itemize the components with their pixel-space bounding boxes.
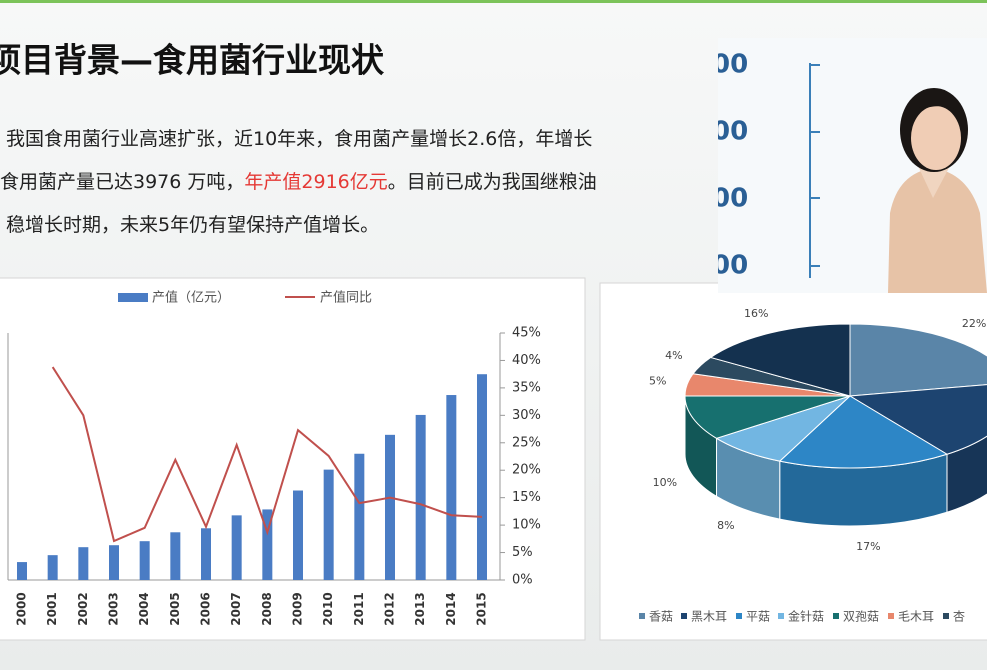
paragraph-line: 食用菌产量已达3976 万吨，年产值2916亿元。目前已成为我国继粮油 (0, 161, 718, 204)
bar (109, 545, 119, 580)
x-tick-label: 2015 (475, 592, 489, 625)
pie-chart: 22% 17% 8% 10% 5% 4% 16% 香菇 黑木耳 平菇 金针菇 双孢菇 毛木耳 杏 (639, 307, 987, 624)
legend-swatch (888, 613, 894, 619)
y2-tick-label: 5% (512, 545, 533, 560)
legend-label: 产值（亿元） (152, 290, 230, 306)
y2-tick-label: 0% (512, 573, 533, 588)
x-tick-label: 2014 (444, 592, 458, 625)
bar (446, 395, 457, 580)
combo-chart: 0% 5% 10% 15% 20% 25% 30% 35% 40% 45% 2000 2001 2002… (7, 290, 541, 626)
pie-slice (684, 395, 851, 439)
person-face (911, 106, 961, 170)
bar (323, 469, 334, 580)
x-tick-label: 2006 (199, 592, 213, 625)
video-label: 00 (718, 184, 748, 214)
x-tick-label: 2002 (76, 592, 90, 625)
y2-tick-label: 35% (512, 380, 541, 395)
video-label: 00 (718, 50, 748, 80)
bar (477, 374, 487, 580)
bar (231, 515, 242, 580)
x-tick-label: 2008 (260, 592, 274, 625)
x-tick-label: 2009 (291, 592, 305, 625)
bar (293, 490, 303, 580)
x-tick-label: 2007 (229, 592, 243, 625)
legend-label: 杏 (953, 610, 965, 624)
legend-label: 香菇 (649, 610, 673, 624)
legend-swatch (736, 613, 742, 619)
bar (385, 434, 395, 580)
legend-label: 平菇 (746, 610, 770, 624)
y2-tick-label: 25% (512, 435, 541, 450)
bar (17, 562, 27, 580)
legend-swatch (943, 613, 949, 619)
x-tick-label: 2011 (352, 592, 366, 625)
pie-slice (778, 395, 949, 469)
bar (262, 509, 273, 580)
paragraph-line: 稳增长时期，未来5年仍有望保持产值增长。 (0, 204, 718, 247)
y2-tick-label: 40% (512, 353, 541, 368)
data-label: 10% (653, 476, 677, 489)
data-label: 4% (665, 349, 682, 362)
bar (415, 414, 426, 580)
paragraph: 我国食用菌行业高速扩张，近10年来，食用菌产量增长2.6倍，年增长食用菌产量已达… (0, 118, 718, 247)
paragraph-line: 我国食用菌行业高速扩张，近10年来，食用菌产量增长2.6倍，年增长 (0, 118, 718, 161)
legend-label: 产值同比 (320, 290, 372, 306)
top-bar (0, 0, 987, 3)
pie-slice (849, 323, 987, 397)
data-label: 16% (744, 307, 768, 320)
legend-swatch (778, 613, 784, 619)
data-label: 22% (962, 317, 986, 330)
slide-title: 项目背景—食用菌行业现状 (0, 41, 385, 80)
pie-slice (848, 384, 987, 455)
pie-slice (709, 323, 851, 397)
legend-label: 双孢菇 (843, 610, 879, 624)
bar (170, 532, 181, 580)
text-run: 食用菌产量已达3976 万吨， (0, 171, 245, 193)
legend-label: 毛木耳 (898, 610, 934, 624)
x-tick-label: 2010 (321, 592, 335, 625)
x-tick-label: 2004 (137, 592, 151, 625)
data-label: 8% (717, 519, 734, 532)
y2-tick-label: 20% (512, 463, 541, 478)
video-label: 00 (718, 117, 748, 147)
video-labels: 00 00 00 00 (718, 50, 748, 281)
x-tick-label: 2001 (45, 592, 59, 625)
y2-tick-label: 10% (512, 518, 541, 533)
text-run: 。目前已成为我国继粮油 (387, 171, 597, 193)
legend-swatch (639, 613, 645, 619)
person-neck (918, 166, 950, 198)
legend-label: 黑木耳 (691, 610, 727, 624)
person-body (888, 168, 987, 293)
x-tick-label: 2000 (15, 592, 29, 625)
y2-tick-label: 45% (512, 326, 541, 341)
x-tick-label: 2003 (107, 592, 121, 625)
bar (78, 547, 89, 580)
line (51, 366, 483, 543)
chart-panel (0, 277, 586, 641)
person-fringe (908, 103, 966, 118)
text-run: 我国食用菌行业高速扩张，近10年来，食用菌产量增长2.6倍，年增长 (6, 128, 593, 150)
y2-tick-label: 15% (512, 490, 541, 505)
video-label: 00 (718, 251, 748, 281)
x-tick-label: 2012 (383, 592, 397, 625)
data-label: 17% (856, 540, 880, 553)
bar (47, 555, 58, 580)
legend-swatch (118, 293, 148, 302)
bar (201, 528, 211, 580)
bar (354, 453, 365, 580)
x-tick-label: 2005 (168, 592, 182, 625)
legend-label: 金针菇 (788, 609, 824, 624)
legend-swatch (681, 613, 687, 619)
text-run: 稳增长时期，未来5年仍有望保持产值增长。 (6, 214, 380, 236)
x-tick-label: 2013 (413, 592, 427, 625)
legend-swatch (833, 613, 839, 619)
data-label: 5% (649, 374, 666, 387)
text-run: 年产值2916亿元 (244, 171, 388, 193)
video-overlay: 00 00 00 00 (718, 38, 987, 293)
bar (139, 541, 150, 580)
y2-tick-label: 30% (512, 408, 541, 423)
